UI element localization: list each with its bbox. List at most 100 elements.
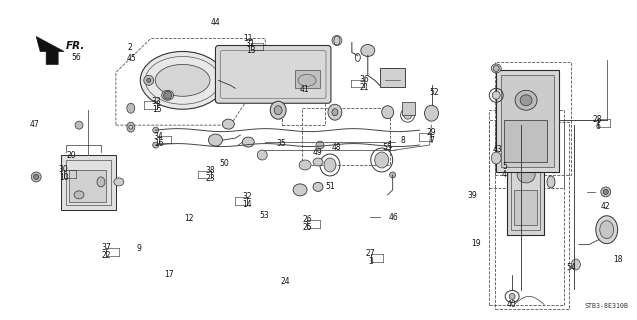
Circle shape [153, 127, 159, 133]
Ellipse shape [162, 90, 174, 100]
Text: STB3-8E310B: STB3-8E310B [585, 303, 629, 309]
Text: 7: 7 [429, 136, 434, 145]
Text: 1: 1 [387, 141, 392, 150]
Text: 39: 39 [467, 191, 477, 200]
Text: 10: 10 [59, 173, 68, 182]
Ellipse shape [517, 167, 535, 183]
Bar [402, 102, 415, 115]
Bar [282, 72, 325, 125]
Ellipse shape [361, 44, 375, 56]
Ellipse shape [114, 178, 124, 186]
Ellipse shape [74, 191, 84, 199]
Circle shape [603, 189, 608, 194]
Text: 22: 22 [101, 251, 111, 260]
Ellipse shape [127, 103, 135, 113]
Text: 29: 29 [427, 128, 436, 137]
Ellipse shape [140, 52, 225, 109]
Text: 42: 42 [600, 202, 610, 211]
Ellipse shape [127, 122, 135, 132]
Text: 6: 6 [595, 122, 600, 131]
Text: 9: 9 [136, 244, 141, 253]
Text: 12: 12 [184, 214, 194, 223]
Circle shape [34, 174, 39, 180]
FancyBboxPatch shape [215, 45, 331, 103]
Ellipse shape [596, 216, 618, 244]
Text: 35: 35 [277, 139, 287, 148]
Text: 40: 40 [507, 300, 517, 308]
Text: 47: 47 [29, 120, 39, 129]
Ellipse shape [270, 101, 286, 119]
Ellipse shape [375, 152, 389, 168]
Text: 52: 52 [429, 88, 439, 97]
Text: 46: 46 [389, 213, 398, 222]
Text: 37: 37 [101, 243, 111, 252]
Circle shape [601, 187, 611, 197]
Ellipse shape [299, 160, 311, 170]
Circle shape [153, 142, 159, 148]
Circle shape [75, 121, 83, 129]
Ellipse shape [332, 109, 338, 116]
Bar [302, 108, 390, 165]
Text: 3: 3 [368, 258, 373, 267]
Ellipse shape [571, 259, 580, 270]
Text: 27: 27 [366, 250, 375, 259]
Text: 32: 32 [243, 192, 252, 201]
Text: 11: 11 [243, 34, 252, 43]
Text: 41: 41 [300, 85, 310, 94]
Ellipse shape [510, 214, 524, 226]
Bar [495, 62, 571, 175]
Ellipse shape [97, 177, 105, 187]
Bar [489, 110, 564, 188]
Text: 33: 33 [152, 97, 162, 106]
Bar [66, 160, 111, 205]
Ellipse shape [515, 90, 537, 110]
Bar [501, 76, 554, 167]
Bar [61, 155, 116, 210]
Ellipse shape [382, 106, 394, 119]
Circle shape [332, 36, 342, 45]
Text: 25: 25 [303, 223, 312, 232]
Circle shape [404, 111, 412, 119]
Text: 51: 51 [325, 182, 334, 191]
Ellipse shape [313, 182, 323, 191]
Bar [514, 190, 537, 225]
Text: 20: 20 [66, 151, 76, 160]
Text: 5: 5 [502, 162, 507, 171]
Circle shape [390, 172, 396, 178]
Text: 55: 55 [382, 143, 392, 152]
Polygon shape [36, 36, 64, 64]
Bar [295, 70, 320, 88]
Circle shape [509, 293, 515, 300]
Circle shape [164, 91, 171, 99]
Text: 30: 30 [59, 165, 68, 174]
Text: 48: 48 [331, 143, 341, 152]
Text: FR.: FR. [66, 42, 85, 52]
Ellipse shape [298, 74, 316, 86]
Ellipse shape [293, 184, 307, 196]
Ellipse shape [208, 134, 222, 146]
Circle shape [144, 76, 154, 85]
Ellipse shape [257, 150, 268, 160]
Text: 43: 43 [492, 145, 502, 154]
Text: 31: 31 [246, 39, 255, 48]
Text: 28: 28 [593, 115, 603, 124]
Ellipse shape [511, 167, 523, 177]
Text: 18: 18 [613, 255, 622, 264]
Text: 16: 16 [154, 139, 164, 148]
Text: 50: 50 [220, 159, 229, 168]
Circle shape [316, 141, 324, 149]
Circle shape [31, 172, 41, 182]
Bar [511, 160, 540, 230]
Text: 45: 45 [127, 53, 136, 62]
Text: 17: 17 [164, 270, 174, 279]
Ellipse shape [242, 137, 254, 147]
Text: 14: 14 [243, 200, 252, 209]
Ellipse shape [520, 95, 532, 106]
Ellipse shape [324, 158, 336, 172]
Text: 26: 26 [303, 215, 312, 224]
Ellipse shape [547, 176, 555, 188]
Bar [380, 68, 404, 87]
Text: 8: 8 [401, 136, 405, 145]
Ellipse shape [491, 152, 501, 164]
Text: 13: 13 [246, 45, 255, 55]
